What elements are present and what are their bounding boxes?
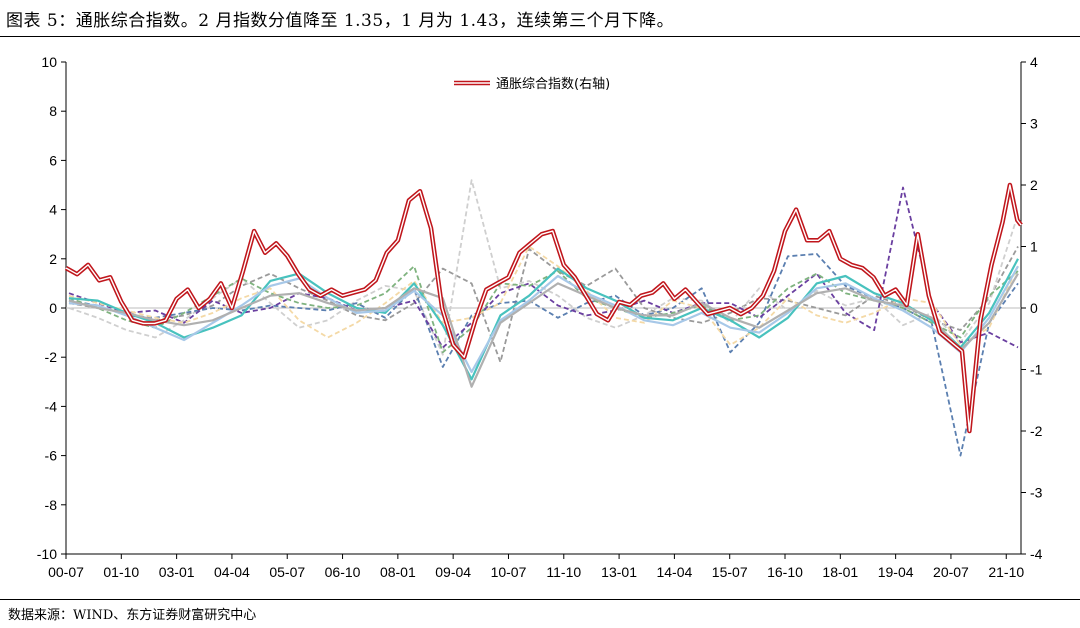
left-tick-label: 6 xyxy=(49,152,57,168)
top-divider xyxy=(0,36,1080,37)
x-tick-label: 20-07 xyxy=(933,564,969,580)
background-series-line xyxy=(68,273,1019,388)
x-tick-label: 00-07 xyxy=(48,564,84,580)
right-tick-label: -2 xyxy=(1030,423,1043,439)
x-tick-label: 08-01 xyxy=(380,564,416,580)
x-tick-label: 01-10 xyxy=(103,564,139,580)
right-tick-label: 0 xyxy=(1030,300,1038,316)
left-tick-label: 4 xyxy=(49,202,57,218)
x-tick-label: 03-01 xyxy=(159,564,195,580)
left-tick-label: -10 xyxy=(37,546,57,562)
x-tick-label: 21-10 xyxy=(988,564,1024,580)
right-tick-label: 1 xyxy=(1030,239,1038,255)
background-series-line xyxy=(68,246,1019,364)
x-tick-label: 06-10 xyxy=(325,564,361,580)
x-tick-label: 18-01 xyxy=(822,564,858,580)
right-tick-label: 2 xyxy=(1030,177,1038,193)
x-tick-label: 09-04 xyxy=(435,564,471,580)
right-tick-label: -4 xyxy=(1030,546,1043,562)
chart-title: 图表 5：通胀综合指数。2 月指数分值降至 1.35，1 月为 1.43，连续第… xyxy=(6,11,675,31)
x-tick-label: 04-04 xyxy=(214,564,250,580)
right-tick-label: 3 xyxy=(1030,116,1038,132)
background-series-line xyxy=(68,186,1019,349)
legend: 通胀综合指数(右轴) xyxy=(454,77,610,92)
x-tick-label: 14-04 xyxy=(656,564,692,580)
main-series-line-inner xyxy=(65,184,1022,432)
x-tick-label: 10-07 xyxy=(491,564,527,580)
legend-label: 通胀综合指数(右轴) xyxy=(496,77,610,92)
bottom-divider xyxy=(0,599,1080,600)
right-tick-label: -3 xyxy=(1030,485,1043,501)
background-series-line xyxy=(68,258,1019,381)
x-tick-label: 19-04 xyxy=(878,564,914,580)
left-tick-label: 10 xyxy=(41,54,57,70)
left-tick-label: -6 xyxy=(45,448,58,464)
left-tick-label: -8 xyxy=(45,497,58,513)
left-tick-label: 8 xyxy=(49,103,57,119)
x-tick-label: 13-01 xyxy=(601,564,637,580)
background-series-line xyxy=(68,265,1019,354)
x-tick-label: 15-07 xyxy=(712,564,748,580)
left-tick-label: -4 xyxy=(45,398,58,414)
right-tick-label: -1 xyxy=(1030,362,1043,378)
main-series xyxy=(64,182,1023,434)
left-tick-label: -2 xyxy=(45,349,58,365)
source-note: 数据来源：WIND、东方证券财富研究中心 xyxy=(8,608,257,623)
x-tick-label: 05-07 xyxy=(269,564,305,580)
x-tick-label: 16-10 xyxy=(767,564,803,580)
left-tick-label: 0 xyxy=(49,300,57,316)
background-series-line xyxy=(68,252,1019,457)
background-series xyxy=(68,179,1019,457)
left-tick-label: 2 xyxy=(49,251,57,267)
background-series-line xyxy=(68,245,1019,346)
x-tick-label: 11-10 xyxy=(546,564,581,580)
right-tick-label: 4 xyxy=(1030,54,1038,70)
